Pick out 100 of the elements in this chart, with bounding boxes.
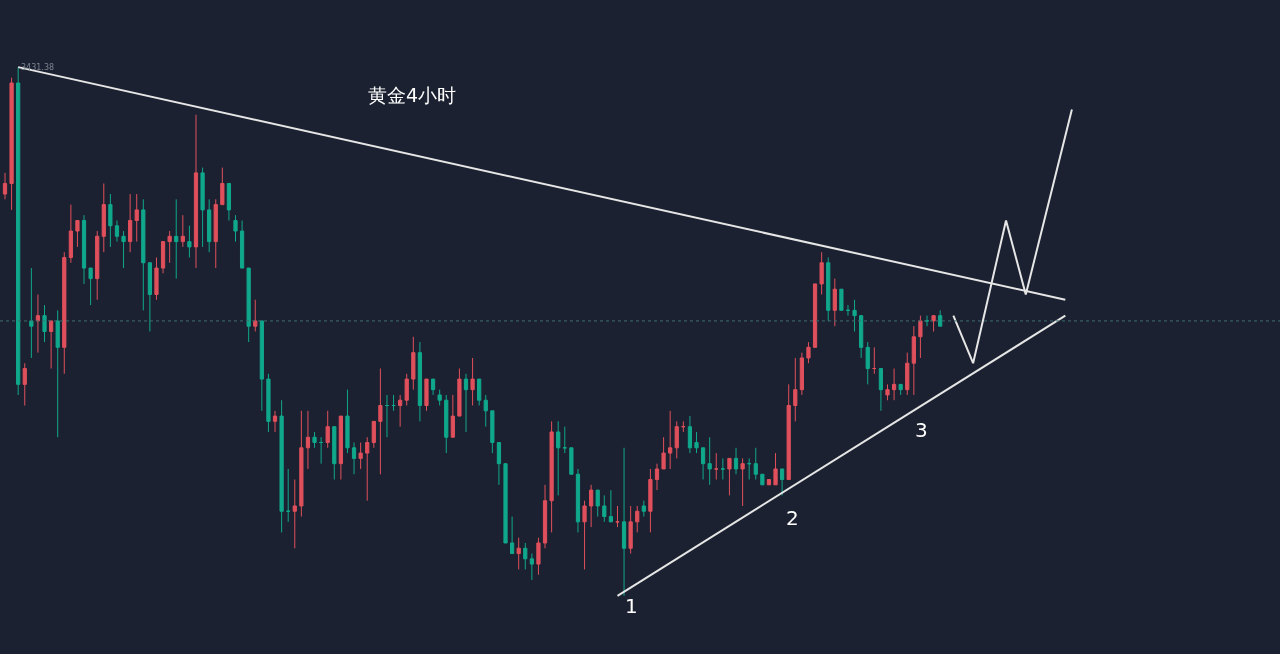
candlestick	[878, 368, 884, 412]
candlestick	[95, 230, 100, 301]
candlestick	[918, 315, 923, 359]
candlestick	[780, 468, 785, 496]
candlestick	[714, 452, 719, 481]
candlestick	[483, 394, 488, 428]
candlestick	[931, 315, 936, 332]
candlestick	[411, 336, 416, 391]
candlestick	[608, 489, 613, 523]
candlestick	[253, 299, 258, 332]
candlestick	[167, 230, 172, 264]
candlestick	[641, 500, 646, 518]
candlestick	[134, 193, 139, 243]
candlestick	[259, 320, 264, 412]
annotation: 3431.38	[21, 63, 55, 72]
candlestick	[681, 420, 686, 433]
candlestick	[694, 431, 699, 454]
candlestick	[121, 230, 126, 269]
candlestick	[826, 256, 831, 322]
candlestick	[108, 193, 113, 248]
candlestick	[29, 267, 34, 359]
candlestick	[529, 553, 534, 581]
candlestick	[430, 378, 436, 396]
candlestick	[345, 389, 350, 454]
candlestick	[582, 500, 587, 570]
candlestick	[9, 77, 14, 211]
candlestick	[891, 368, 897, 401]
candlestick	[35, 293, 41, 354]
candlestick	[75, 219, 80, 248]
candlestick	[55, 309, 60, 438]
candlestick	[128, 193, 133, 253]
candlestick	[88, 267, 93, 306]
candlestick	[648, 468, 653, 533]
candlestick	[812, 283, 818, 348]
candlestick	[707, 436, 712, 486]
candlestick	[444, 394, 449, 454]
candlestick	[490, 410, 495, 454]
candlestick	[786, 383, 791, 481]
candlestick	[621, 447, 627, 597]
candlestick	[589, 484, 594, 528]
candlestick	[351, 442, 357, 475]
candlestick	[200, 167, 205, 248]
candlestick	[799, 352, 804, 396]
candlestick	[674, 420, 679, 459]
candlestick	[42, 304, 47, 343]
candlestick	[325, 410, 330, 449]
candlestick	[2, 172, 8, 200]
candlestick	[160, 241, 166, 274]
candlestick	[437, 389, 442, 407]
candlestick	[477, 378, 482, 407]
candlestick	[509, 516, 515, 555]
candlestick	[542, 484, 548, 549]
candlestick	[147, 262, 152, 332]
candlestick	[602, 494, 607, 523]
candlestick	[806, 341, 811, 364]
candlestick	[207, 198, 212, 253]
candlestick	[654, 463, 660, 491]
candlestick	[938, 309, 943, 327]
candlestick	[793, 357, 798, 422]
candlestick	[101, 182, 106, 253]
candlestick	[496, 442, 502, 486]
annotation: 3	[915, 418, 928, 442]
candlestick	[457, 368, 462, 417]
candlestick	[233, 214, 238, 243]
text: 黄金4小时	[367, 83, 457, 106]
candlestick	[305, 410, 311, 470]
candlestick	[220, 167, 225, 206]
candlestick	[292, 479, 297, 549]
candlestick	[885, 383, 890, 401]
candlestick	[266, 373, 271, 433]
candlestick	[760, 473, 765, 486]
candlestick	[615, 505, 620, 528]
candlestick	[279, 399, 284, 533]
candlestick	[338, 415, 343, 481]
candlestick	[68, 204, 73, 264]
candlestick	[48, 320, 54, 369]
candlestick	[865, 341, 870, 385]
candlestick	[180, 214, 185, 248]
candlestick	[503, 463, 508, 544]
candlestick	[595, 489, 600, 518]
candlestick	[905, 352, 910, 396]
candlestick	[371, 420, 376, 449]
candlestick	[246, 267, 251, 343]
candlestick	[562, 426, 567, 454]
candlestick	[832, 278, 837, 327]
candlestick	[516, 537, 521, 570]
candlestick	[286, 468, 291, 523]
candlestick	[819, 251, 824, 295]
candlestick	[404, 373, 409, 407]
candlestick	[450, 394, 455, 438]
candlestick	[398, 394, 403, 428]
candlestick	[753, 447, 758, 481]
candlestick	[424, 378, 429, 412]
candlestick	[720, 457, 725, 481]
candlestick	[536, 537, 541, 576]
candlestick	[569, 447, 574, 475]
candlestick	[727, 457, 732, 496]
candlestick	[312, 431, 317, 449]
candlestick	[332, 426, 337, 481]
candlestick	[470, 357, 475, 407]
